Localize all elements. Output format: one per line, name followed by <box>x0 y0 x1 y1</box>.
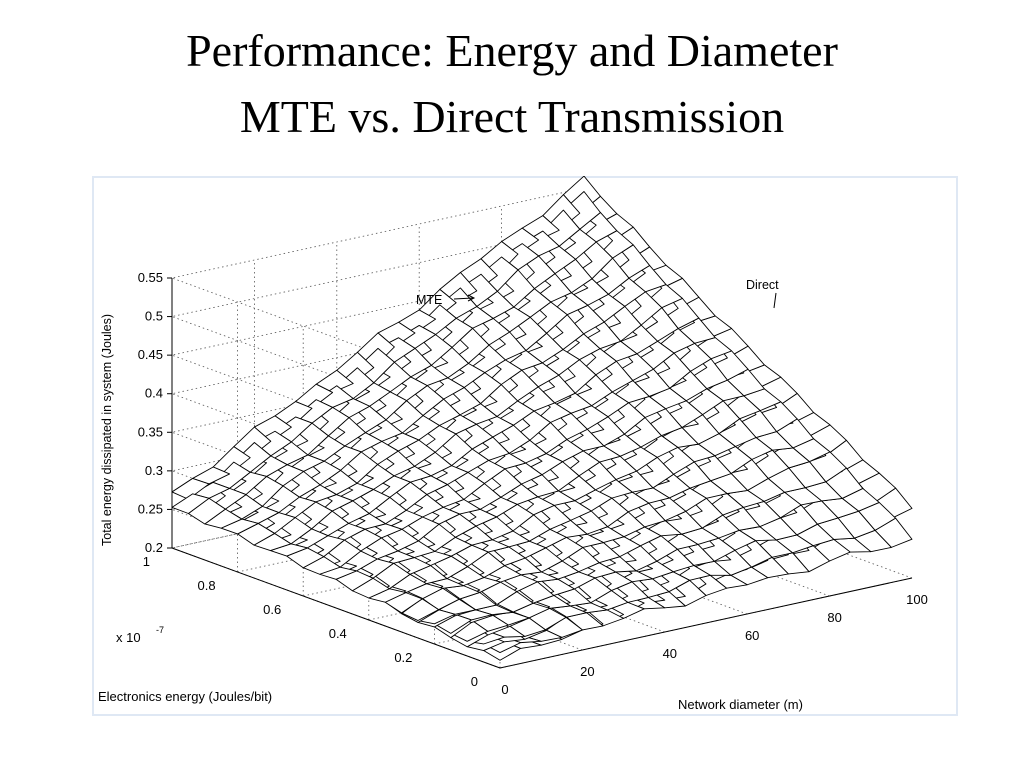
axis-labels: 0.2 0.25 0.3 0.35 0.4 0.45 0.5 0.55 0 0.2 0.4 0.6 0.… <box>98 270 928 712</box>
y-axis-label: Electronics energy (Joules/bit) <box>98 689 272 704</box>
z-axis-label: Total energy dissipated in system (Joule… <box>100 314 114 546</box>
surface-cell-mte <box>171 493 210 514</box>
z-tick-label: 0.3 <box>145 463 163 478</box>
y-tick-label: 0.4 <box>329 626 347 641</box>
grid-line-z <box>170 187 585 399</box>
y-scale-exponent: -7 <box>156 625 164 635</box>
annotation-direct-arrow <box>773 292 777 309</box>
y-scale-label: x 10 <box>116 630 141 645</box>
z-tick-label: 0.2 <box>145 540 163 555</box>
y-tick-label: 0 <box>471 674 478 689</box>
y-tick-label: 0.6 <box>263 602 281 617</box>
z-tick-label: 0.5 <box>145 309 163 324</box>
annotation-mte: MTE <box>416 293 442 307</box>
z-tick-label: 0.55 <box>138 270 163 285</box>
annotation-mte-arrow <box>453 297 474 300</box>
x-tick-label: 60 <box>745 628 759 643</box>
axes <box>167 277 913 669</box>
x-tick-label: 100 <box>906 592 928 607</box>
z-tick-label: 0.45 <box>138 347 163 362</box>
z-tick-label: 0.35 <box>138 424 163 439</box>
slide-title-line-2: MTE vs. Direct Transmission <box>239 91 785 142</box>
slide-title-line-1: Performance: Energy and Diameter <box>186 25 838 76</box>
x-tick-label: 40 <box>663 646 677 661</box>
x-tick-label: 80 <box>827 610 841 625</box>
x-tick-label: 0 <box>501 682 508 697</box>
y-axis-line <box>171 547 501 669</box>
annotation-direct: Direct <box>746 278 779 292</box>
surface-mesh <box>171 176 913 661</box>
y-tick-label: 0.2 <box>394 650 412 665</box>
y-tick-label: 0.8 <box>198 578 216 593</box>
x-tick-label: 20 <box>580 664 594 679</box>
grid-line-z <box>170 226 585 437</box>
z-tick-label: 0.25 <box>138 501 163 516</box>
surface-cell-direct <box>171 477 210 500</box>
y-tick-label: 1 <box>143 554 150 569</box>
annotation-mte-arrowhead <box>467 294 476 302</box>
surface-plot: 0.2 0.25 0.3 0.35 0.4 0.45 0.5 0.55 0 0.2 0.4 0.6 0.… <box>98 176 928 712</box>
x-axis-line <box>499 577 913 669</box>
x-axis-label: Network diameter (m) <box>678 697 803 712</box>
z-tick-label: 0.4 <box>145 386 163 401</box>
